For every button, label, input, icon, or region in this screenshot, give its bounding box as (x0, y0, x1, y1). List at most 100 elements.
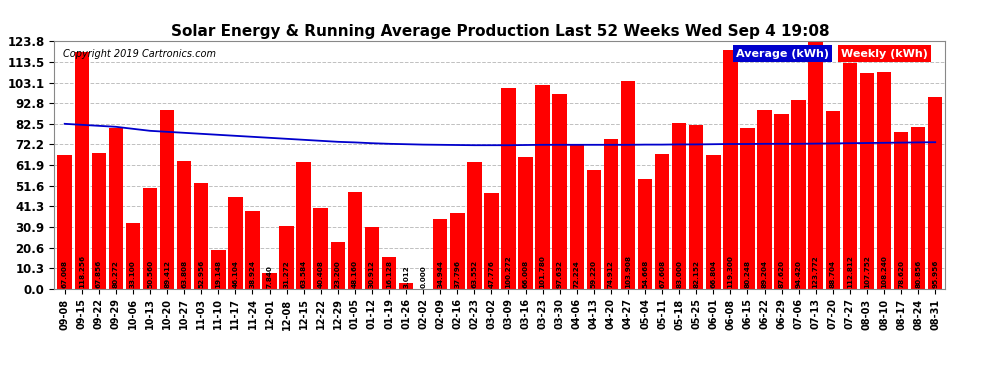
Text: 107.752: 107.752 (864, 255, 870, 288)
Bar (859, 74, 874, 289)
Bar (262, 273, 277, 289)
Text: Average (kWh): Average (kWh) (736, 49, 829, 58)
Text: 47.776: 47.776 (488, 260, 494, 288)
Text: 19.148: 19.148 (215, 260, 222, 288)
Text: 34.944: 34.944 (438, 260, 444, 288)
Text: 74.912: 74.912 (608, 260, 614, 288)
Text: 50.560: 50.560 (148, 260, 153, 288)
Text: 82.152: 82.152 (693, 260, 699, 288)
Text: 33.100: 33.100 (130, 260, 136, 288)
Bar (894, 132, 909, 289)
Text: 97.632: 97.632 (556, 260, 562, 288)
Bar (501, 88, 516, 289)
Text: 63.808: 63.808 (181, 260, 187, 288)
Bar (604, 139, 618, 289)
Bar (450, 213, 464, 289)
Text: 83.000: 83.000 (676, 260, 682, 288)
Text: 38.924: 38.924 (249, 260, 255, 288)
Text: 48.160: 48.160 (351, 260, 357, 288)
Bar (159, 110, 174, 289)
Bar (74, 53, 89, 289)
Text: 80.248: 80.248 (744, 260, 750, 288)
Text: 78.620: 78.620 (898, 260, 904, 288)
Bar (706, 155, 721, 289)
Text: 63.552: 63.552 (471, 260, 477, 288)
Text: 31.272: 31.272 (283, 260, 290, 288)
Text: 52.956: 52.956 (198, 260, 204, 288)
Bar (279, 226, 294, 289)
Bar (569, 144, 584, 289)
Bar (519, 157, 533, 289)
Text: 95.956: 95.956 (933, 260, 939, 288)
Bar (347, 192, 362, 289)
Text: 30.912: 30.912 (369, 260, 375, 288)
Text: 63.584: 63.584 (301, 260, 307, 288)
Text: 40.408: 40.408 (318, 260, 324, 288)
Text: 37.796: 37.796 (454, 260, 460, 288)
Text: Weekly (kWh): Weekly (kWh) (842, 49, 928, 58)
Bar (928, 97, 942, 289)
Bar (314, 208, 328, 289)
Text: 0.000: 0.000 (420, 265, 426, 288)
Text: 103.908: 103.908 (625, 255, 631, 288)
Bar (467, 162, 481, 289)
Bar (654, 154, 669, 289)
Text: 16.128: 16.128 (386, 260, 392, 288)
Text: 94.420: 94.420 (796, 260, 802, 288)
Bar (757, 110, 772, 289)
Bar (741, 128, 754, 289)
Text: 3.012: 3.012 (403, 265, 409, 288)
Text: 54.668: 54.668 (643, 260, 648, 288)
Text: 87.620: 87.620 (778, 260, 785, 288)
Text: 72.224: 72.224 (574, 260, 580, 288)
Bar (638, 180, 652, 289)
Bar (689, 124, 704, 289)
Bar (296, 162, 311, 289)
Text: 67.608: 67.608 (659, 260, 665, 288)
Bar (672, 123, 686, 289)
Text: Copyright 2019 Cartronics.com: Copyright 2019 Cartronics.com (63, 49, 217, 58)
Text: 89.412: 89.412 (164, 260, 170, 288)
Bar (536, 85, 549, 289)
Bar (382, 256, 396, 289)
Text: 59.220: 59.220 (591, 260, 597, 288)
Bar (331, 242, 346, 289)
Bar (586, 170, 601, 289)
Bar (91, 153, 106, 289)
Bar (433, 219, 447, 289)
Bar (877, 72, 891, 289)
Text: 100.272: 100.272 (506, 255, 512, 288)
Bar (774, 114, 789, 289)
Text: 119.300: 119.300 (728, 255, 734, 288)
Text: 80.856: 80.856 (915, 260, 921, 288)
Bar (399, 283, 413, 289)
Text: 89.204: 89.204 (761, 260, 767, 288)
Text: 66.804: 66.804 (710, 260, 717, 288)
Bar (143, 188, 157, 289)
Bar (621, 81, 636, 289)
Text: 67.856: 67.856 (96, 260, 102, 288)
Bar (552, 94, 567, 289)
Bar (126, 223, 141, 289)
Bar (246, 211, 259, 289)
Bar (842, 63, 857, 289)
Bar (484, 193, 499, 289)
Bar (826, 111, 841, 289)
Text: 23.200: 23.200 (335, 260, 341, 288)
Text: 123.772: 123.772 (813, 255, 819, 288)
Bar (194, 183, 209, 289)
Text: 66.008: 66.008 (523, 260, 529, 288)
Text: 67.008: 67.008 (61, 260, 67, 288)
Bar (211, 251, 226, 289)
Bar (57, 155, 72, 289)
Bar (364, 227, 379, 289)
Title: Solar Energy & Running Average Production Last 52 Weeks Wed Sep 4 19:08: Solar Energy & Running Average Productio… (170, 24, 830, 39)
Bar (109, 128, 123, 289)
Text: 46.104: 46.104 (233, 260, 239, 288)
Text: 108.240: 108.240 (881, 255, 887, 288)
Bar (809, 41, 823, 289)
Bar (911, 127, 926, 289)
Text: 101.780: 101.780 (540, 255, 545, 288)
Bar (228, 196, 243, 289)
Bar (723, 50, 738, 289)
